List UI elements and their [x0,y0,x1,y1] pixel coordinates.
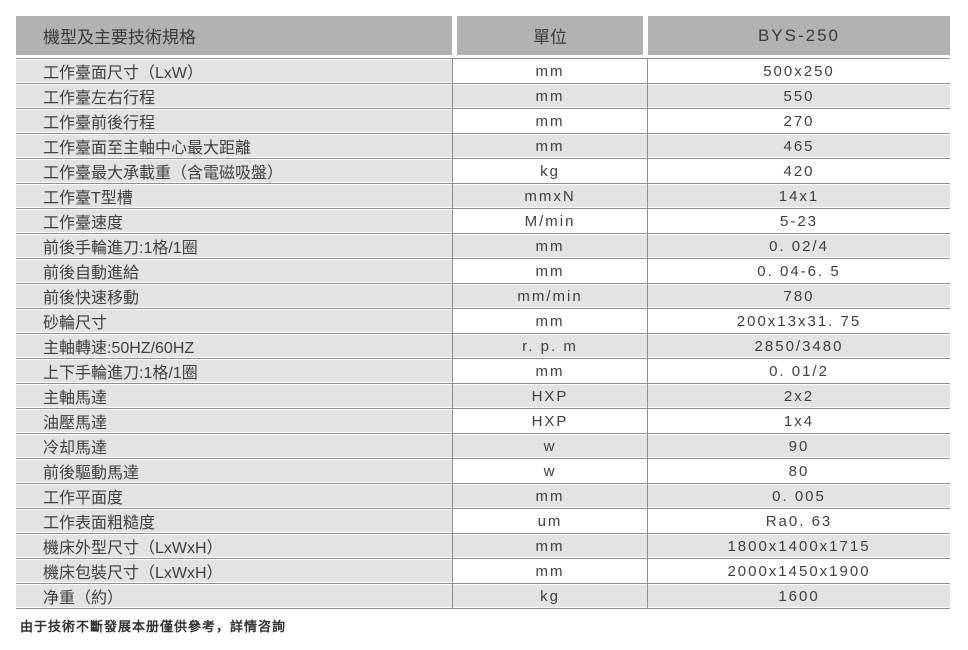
table-row: 工作臺左右行程 mm 550 [16,83,950,108]
unit-cell: HXP [452,383,648,408]
value-cell: 420 [648,158,950,183]
value-cell: 200x13x31. 75 [648,308,950,333]
spec-name-cell: 前後手輪進刀:1格/1圈 [16,233,452,258]
table-row: 前後手輪進刀:1格/1圈 mm 0. 02/4 [16,233,950,258]
spec-name-cell: 前後快速移動 [16,283,452,308]
value-cell: 500x250 [648,58,950,83]
table-row: 前後自動進給 mm 0. 04-6. 5 [16,258,950,283]
unit-cell: mm [452,58,648,83]
value-cell: 465 [648,133,950,158]
table-row: 工作臺前後行程 mm 270 [16,108,950,133]
unit-cell: mm [452,108,648,133]
spec-name-cell: 上下手輪進刀:1格/1圈 [16,358,452,383]
value-cell: 1x4 [648,408,950,433]
spec-name-cell: 工作臺速度 [16,208,452,233]
unit-cell: mm [452,558,648,583]
value-cell: 5-23 [648,208,950,233]
value-cell: 0. 02/4 [648,233,950,258]
spec-name-cell: 冷却馬達 [16,433,452,458]
table-row: 工作臺T型槽 mmxN 14x1 [16,183,950,208]
value-cell: 80 [648,458,950,483]
spec-name-cell: 前後驅動馬達 [16,458,452,483]
header-row: 機型及主要技術規格 單位 BYS-250 [16,16,950,58]
header-model-title: BYS-250 [648,16,950,58]
table-row: 主軸馬達 HXP 2x2 [16,383,950,408]
spec-name-cell: 機床包裝尺寸（LxWxH） [16,558,452,583]
unit-cell: kg [452,583,648,609]
table-row: 净重（約） kg 1600 [16,583,950,609]
spec-table: 機型及主要技術規格 單位 BYS-250 工作臺面尺寸（LxW） mm 500x… [16,16,950,609]
spec-name-cell: 主軸馬達 [16,383,452,408]
value-cell: 0. 01/2 [648,358,950,383]
unit-cell: um [452,508,648,533]
value-cell: 90 [648,433,950,458]
table-row: 機床包裝尺寸（LxWxH） mm 2000x1450x1900 [16,558,950,583]
value-cell: 780 [648,283,950,308]
unit-cell: mm [452,258,648,283]
table-row: 前後驅動馬達 w 80 [16,458,950,483]
unit-cell: mm [452,133,648,158]
value-cell: 1600 [648,583,950,609]
unit-cell: HXP [452,408,648,433]
value-cell: 2000x1450x1900 [648,558,950,583]
unit-cell: mm [452,83,648,108]
table-row: 工作平面度 mm 0. 005 [16,483,950,508]
table-row: 前後快速移動 mm/min 780 [16,283,950,308]
spec-name-cell: 工作表面粗糙度 [16,508,452,533]
value-cell: 270 [648,108,950,133]
spec-name-cell: 主軸轉速:50HZ/60HZ [16,333,452,358]
spec-name-cell: 工作臺左右行程 [16,83,452,108]
spec-name-cell: 油壓馬達 [16,408,452,433]
value-cell: 0. 04-6. 5 [648,258,950,283]
spec-name-cell: 機床外型尺寸（LxWxH） [16,533,452,558]
value-cell: 550 [648,83,950,108]
unit-cell: mm [452,233,648,258]
spec-name-cell: 砂輪尺寸 [16,308,452,333]
table-row: 油壓馬達 HXP 1x4 [16,408,950,433]
table-row: 砂輪尺寸 mm 200x13x31. 75 [16,308,950,333]
table-row: 工作表面粗糙度 um Ra0. 63 [16,508,950,533]
table-row: 工作臺最大承載重（含電磁吸盤） kg 420 [16,158,950,183]
value-cell: 2850/3480 [648,333,950,358]
table-row: 主軸轉速:50HZ/60HZ r. p. m 2850/3480 [16,333,950,358]
footnote: 由于技術不斷發展本册僅供參考，詳情咨詢 [20,619,287,634]
unit-cell: mm [452,358,648,383]
unit-cell: mm [452,533,648,558]
unit-cell: kg [452,158,648,183]
value-cell: 14x1 [648,183,950,208]
table-row: 上下手輪進刀:1格/1圈 mm 0. 01/2 [16,358,950,383]
table-row: 冷却馬達 w 90 [16,433,950,458]
unit-cell: mmxN [452,183,648,208]
spec-name-cell: 工作臺面至主軸中心最大距離 [16,133,452,158]
value-cell: 2x2 [648,383,950,408]
spec-name-cell: 净重（約） [16,583,452,609]
header-unit-title: 單位 [452,16,648,58]
spec-name-cell: 工作臺T型槽 [16,183,452,208]
value-cell: Ra0. 63 [648,508,950,533]
unit-cell: M/min [452,208,648,233]
unit-cell: mm [452,483,648,508]
unit-cell: r. p. m [452,333,648,358]
spec-table-body: 工作臺面尺寸（LxW） mm 500x250 工作臺左右行程 mm 550 工作… [16,58,950,609]
spec-name-cell: 工作臺最大承載重（含電磁吸盤） [16,158,452,183]
spec-name-cell: 前後自動進給 [16,258,452,283]
spec-name-cell: 工作平面度 [16,483,452,508]
unit-cell: w [452,433,648,458]
unit-cell: mm [452,308,648,333]
spec-table-header: 機型及主要技術規格 單位 BYS-250 [16,16,950,58]
table-row: 機床外型尺寸（LxWxH） mm 1800x1400x1715 [16,533,950,558]
spec-name-cell: 工作臺面尺寸（LxW） [16,58,452,83]
table-row: 工作臺面尺寸（LxW） mm 500x250 [16,58,950,83]
unit-cell: mm/min [452,283,648,308]
header-spec-title: 機型及主要技術規格 [16,16,452,58]
unit-cell: w [452,458,648,483]
table-row: 工作臺速度 M/min 5-23 [16,208,950,233]
value-cell: 0. 005 [648,483,950,508]
spec-name-cell: 工作臺前後行程 [16,108,452,133]
table-row: 工作臺面至主軸中心最大距離 mm 465 [16,133,950,158]
value-cell: 1800x1400x1715 [648,533,950,558]
